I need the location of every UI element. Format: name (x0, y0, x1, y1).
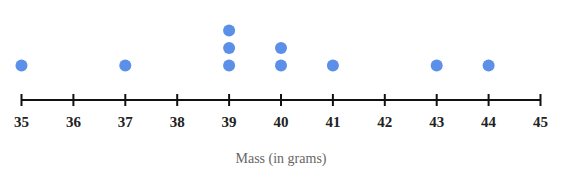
svg-text:40: 40 (274, 114, 289, 130)
svg-text:45: 45 (533, 114, 548, 130)
svg-text:36: 36 (66, 114, 82, 130)
svg-text:41: 41 (325, 114, 340, 130)
svg-text:39: 39 (222, 114, 237, 130)
svg-text:42: 42 (377, 114, 392, 130)
svg-text:43: 43 (429, 114, 444, 130)
svg-text:38: 38 (170, 114, 185, 130)
svg-text:37: 37 (118, 114, 134, 130)
svg-text:Mass (in grams): Mass (in grams) (236, 151, 327, 167)
svg-text:35: 35 (14, 114, 29, 130)
svg-text:44: 44 (481, 114, 497, 130)
